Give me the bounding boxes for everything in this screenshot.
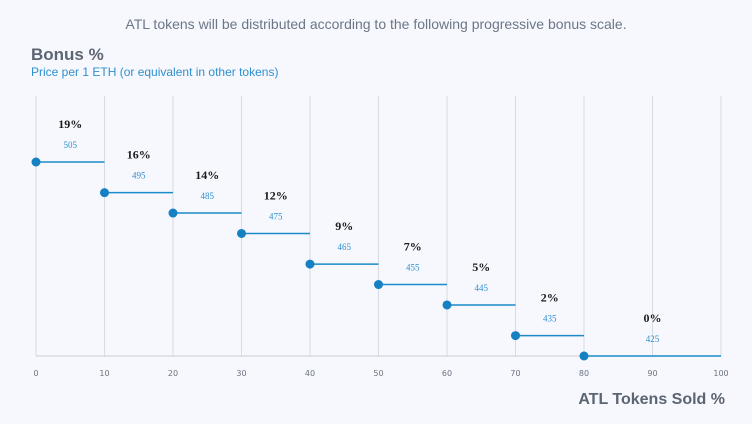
x-tick-label: 40 [305, 369, 315, 378]
bonus-label: 12% [264, 188, 288, 202]
x-tick-label: 80 [579, 369, 589, 378]
price-label: 495 [132, 171, 146, 181]
chart-title: Bonus % [31, 45, 104, 64]
page-caption: ATL tokens will be distributed according… [125, 16, 627, 32]
bonus-label: 16% [127, 148, 151, 162]
bonus-label: 9% [335, 219, 353, 233]
x-tick-label: 60 [442, 369, 452, 378]
step-point [442, 300, 452, 310]
price-label: 435 [543, 314, 557, 324]
bonus-label: 7% [404, 240, 422, 254]
chart-subtitle: Price per 1 ETH (or equivalent in other … [31, 65, 279, 79]
step-point [579, 351, 589, 361]
step-point [374, 280, 383, 290]
price-label: 505 [64, 140, 78, 150]
x-tick-label: 100 [713, 369, 728, 378]
x-tick-label: 30 [236, 369, 246, 378]
step-point [305, 259, 315, 269]
bonus-label: 5% [472, 260, 490, 274]
price-label: 445 [475, 283, 489, 293]
x-tick-label: 50 [373, 369, 383, 378]
grid-lines [35, 96, 722, 357]
x-tick-label: 10 [99, 369, 109, 378]
step-point [31, 157, 41, 167]
step-point [168, 208, 178, 218]
step-point [100, 188, 109, 198]
step-point [237, 228, 246, 238]
x-tick-label: 20 [168, 369, 178, 378]
x-axis-title: ATL Tokens Sold % [578, 391, 725, 408]
price-label: 425 [646, 334, 660, 344]
x-tick-label: 70 [510, 369, 520, 378]
step-series [31, 157, 721, 361]
x-tick-labels: 0 10 20 30 40 50 60 70 80 90 100 [33, 369, 728, 378]
bonus-label: 19% [58, 117, 82, 131]
price-label: 455 [406, 263, 420, 273]
data-labels: 19% 505 16% 495 14% 485 12% 475 9% 465 7% 455 5% 445 2… [58, 117, 661, 344]
bonus-label: 2% [541, 291, 559, 305]
price-label: 475 [269, 211, 283, 221]
x-tick-label: 90 [647, 369, 657, 378]
step-point [511, 331, 520, 341]
bonus-label: 14% [195, 168, 219, 182]
x-tick-label: 0 [33, 369, 38, 378]
price-label: 465 [338, 242, 352, 252]
price-label: 485 [201, 191, 215, 201]
bonus-label: 0% [644, 311, 662, 325]
